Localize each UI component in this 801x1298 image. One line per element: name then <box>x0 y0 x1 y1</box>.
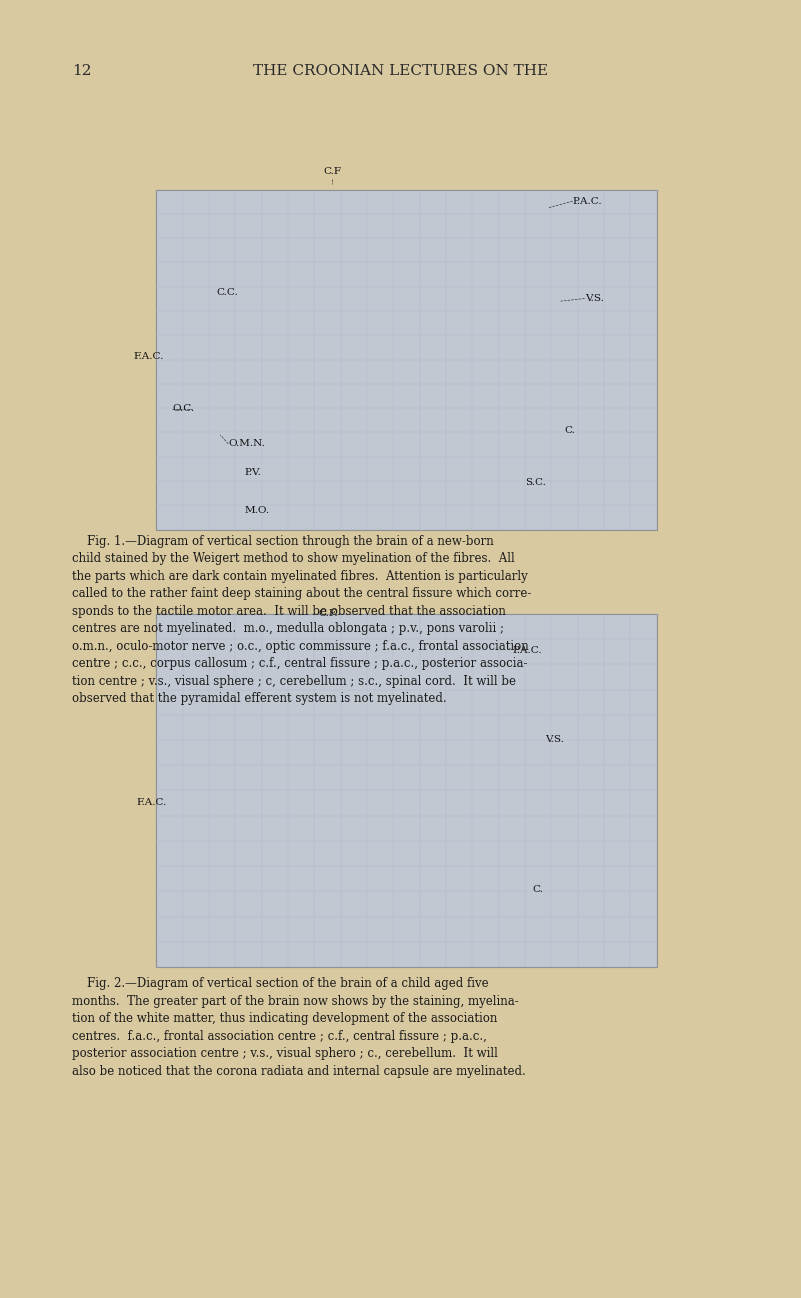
Text: F.A.C.: F.A.C. <box>136 798 167 806</box>
Text: S.C.: S.C. <box>525 479 545 487</box>
FancyBboxPatch shape <box>156 190 657 530</box>
FancyBboxPatch shape <box>156 614 657 967</box>
Text: C.C.: C.C. <box>216 288 238 296</box>
Text: C.: C. <box>565 427 576 435</box>
Text: V.S.: V.S. <box>585 295 604 302</box>
Text: C.F.: C.F. <box>319 610 338 618</box>
Text: Fig. 2.—Diagram of vertical section of the brain of a child aged five
months.  T: Fig. 2.—Diagram of vertical section of t… <box>72 977 525 1077</box>
Text: F.A.C.: F.A.C. <box>134 353 164 361</box>
Text: C.F: C.F <box>324 167 341 175</box>
Text: Fig. 1.—Diagram of vertical section through the brain of a new-born
child staine: Fig. 1.—Diagram of vertical section thro… <box>72 535 532 705</box>
Text: P.A.C.: P.A.C. <box>513 646 542 654</box>
Text: O.C.: O.C. <box>172 405 195 413</box>
Text: THE CROONIAN LECTURES ON THE: THE CROONIAN LECTURES ON THE <box>253 64 548 78</box>
Text: O.M.N.: O.M.N. <box>228 440 265 448</box>
Text: V.S.: V.S. <box>545 736 564 744</box>
Text: 12: 12 <box>72 64 91 78</box>
Text: P.A.C.: P.A.C. <box>573 197 602 205</box>
Text: C.: C. <box>533 885 544 893</box>
Text: M.O.: M.O. <box>244 506 269 514</box>
Text: P.V.: P.V. <box>244 469 261 476</box>
